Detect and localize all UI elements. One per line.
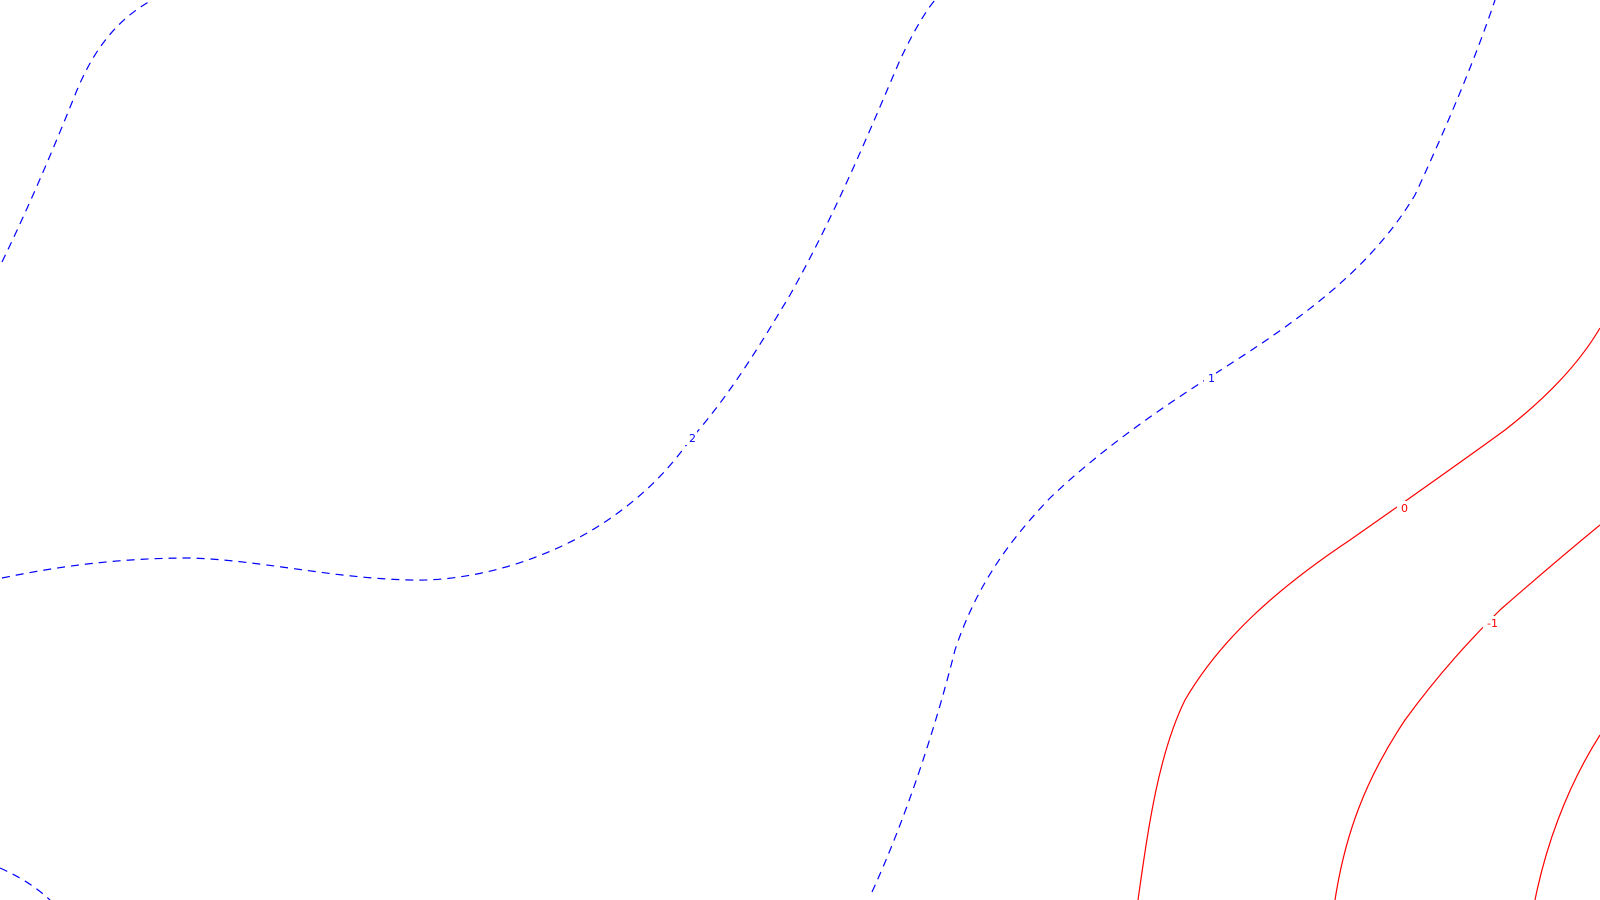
- contour-label-2: 2: [689, 432, 696, 445]
- contour-line-level-1-2: [871, 0, 1496, 893]
- contour-label--1: -1: [1487, 617, 1498, 630]
- contour-line-level--1-1: [1334, 524, 1600, 900]
- contour-label-0: 0: [1401, 502, 1408, 515]
- contour-label-1: 1: [1208, 372, 1215, 385]
- contour-line-level--1-2: [1534, 734, 1600, 900]
- contour-line-level-1-1: [0, 867, 51, 900]
- contour-labels: 2 1 0 -1: [685, 371, 1501, 630]
- contour-label-bg: [685, 431, 697, 445]
- contour-line-level-2-1: [1, 0, 153, 263]
- contour-line-level-0-1: [1137, 327, 1600, 900]
- contour-label-bg: [1397, 501, 1409, 515]
- contour-line-level-2-2: [1, 0, 936, 581]
- contour-label-bg: [1204, 371, 1216, 385]
- contour-label-bg: [1483, 616, 1501, 630]
